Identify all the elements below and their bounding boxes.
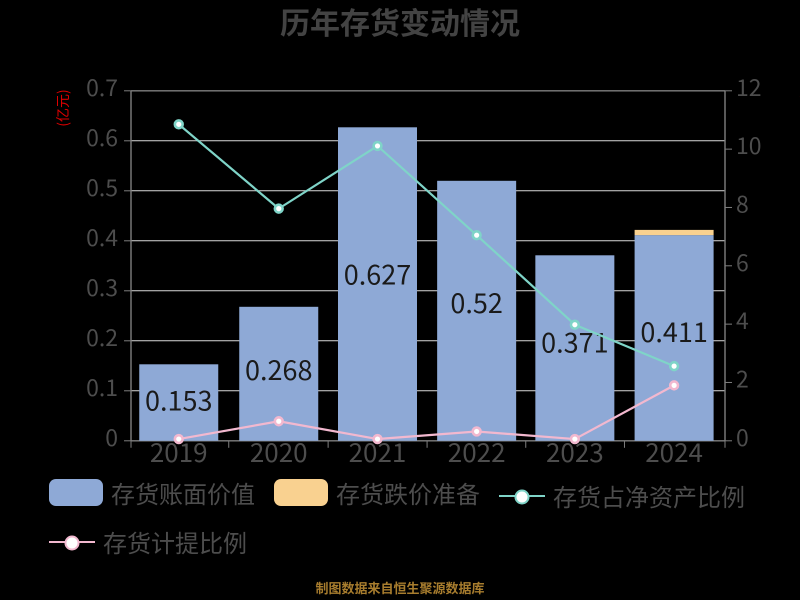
svg-text:0.153: 0.153 [145, 379, 212, 418]
svg-text:2022: 2022 [448, 433, 506, 470]
svg-text:2: 2 [736, 361, 749, 395]
svg-text:0: 0 [105, 419, 118, 453]
svg-text:6: 6 [736, 244, 749, 278]
svg-text:0.627: 0.627 [344, 254, 411, 293]
svg-text:0.1: 0.1 [86, 369, 118, 403]
svg-text:0.7: 0.7 [86, 69, 118, 103]
svg-text:10: 10 [736, 127, 762, 161]
svg-text:12: 12 [736, 69, 762, 103]
svg-text:2023: 2023 [546, 433, 604, 470]
svg-text:2024: 2024 [645, 433, 703, 470]
svg-text:0.5: 0.5 [86, 169, 118, 203]
svg-text:2021: 2021 [349, 433, 407, 470]
svg-text:0.2: 0.2 [86, 319, 118, 353]
svg-text:(亿元): (亿元) [53, 89, 73, 126]
svg-text:0.3: 0.3 [86, 269, 118, 303]
svg-text:8: 8 [736, 186, 749, 220]
svg-text:0.6: 0.6 [86, 119, 118, 153]
svg-text:4: 4 [736, 302, 749, 336]
svg-text:0: 0 [736, 419, 749, 453]
svg-text:2020: 2020 [250, 433, 308, 470]
svg-text:2019: 2019 [150, 433, 208, 470]
svg-text:0.4: 0.4 [86, 219, 118, 253]
svg-text:0.52: 0.52 [450, 282, 502, 321]
svg-text:0.411: 0.411 [640, 311, 707, 350]
svg-text:0.268: 0.268 [245, 349, 312, 388]
